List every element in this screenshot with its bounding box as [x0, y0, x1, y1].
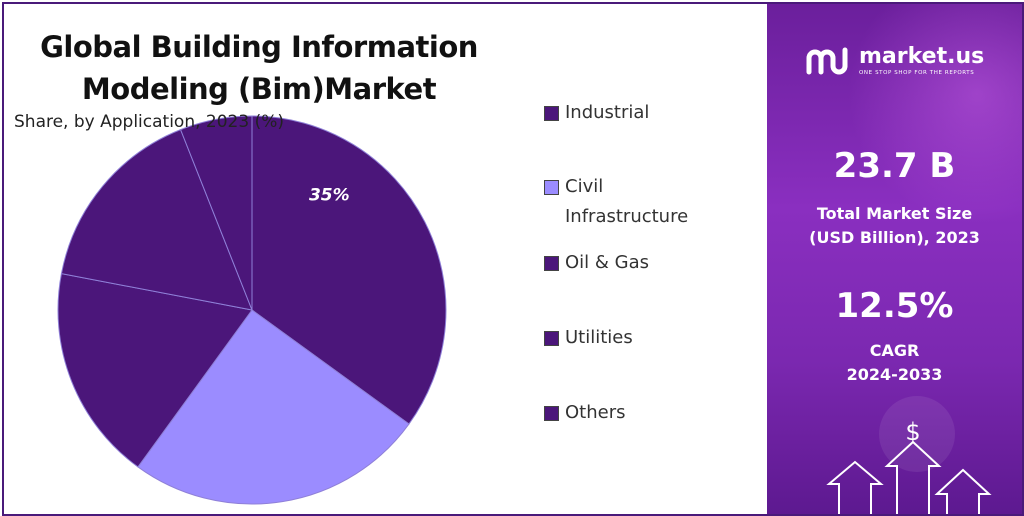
chart-subtitle: Share, by Application, 2023 (%)	[14, 112, 284, 132]
pie-slice-others	[179, 115, 253, 311]
pie-slice-utilities	[60, 128, 253, 311]
market-size-value: 23.7 B	[833, 146, 956, 186]
stats-panel: market.us ONE STOP SHOP FOR THE REPORTS …	[767, 4, 1022, 514]
legend-label-others: Others	[565, 402, 626, 423]
legend-label-industrial: Industrial	[565, 102, 650, 123]
legend-swatch-industrial	[544, 106, 559, 121]
cagr-value: 12.5%	[835, 286, 954, 326]
coin-circle	[879, 396, 955, 472]
cagr-label-1: CAGR	[869, 341, 920, 360]
cagr-label-2: 2024-2033	[846, 365, 943, 384]
legend-label-oil-gas: Oil & Gas	[565, 252, 650, 273]
legend-swatch-civil-infrastructure	[544, 180, 559, 195]
brand-text: market.us ONE STOP SHOP FOR THE REPORTS	[859, 45, 984, 77]
market-size-label-1: Total Market Size	[816, 204, 973, 223]
legend-item-civil-infrastructure: Civil Infrastructure	[544, 172, 715, 232]
legend-item-others: Others	[544, 398, 715, 428]
market-size-label-2: (USD Billion), 2023	[809, 228, 980, 247]
legend-swatch-others	[544, 406, 559, 421]
legend-item-oil-gas: Oil & Gas	[544, 248, 715, 278]
chart-panel: Global Building Information Modeling (Bi…	[4, 4, 767, 514]
pie-slice-oil-gas	[57, 273, 253, 468]
legend-item-industrial: Industrial	[544, 98, 715, 128]
legend-swatch-oil-gas	[544, 256, 559, 271]
chart-title-line-2: Modeling (Bim)Market	[81, 72, 437, 106]
legend-item-utilities: Utilities	[544, 323, 715, 353]
brand-name: market.us	[859, 44, 985, 69]
pie-data-label: 35%	[309, 186, 350, 206]
pie-chart: 35%	[57, 115, 447, 505]
growth-arrows-decoration: $	[826, 396, 992, 514]
dollar-icon: $	[905, 418, 920, 446]
legend-swatch-utilities	[544, 331, 559, 346]
brand-tagline: ONE STOP SHOP FOR THE REPORTS	[859, 70, 975, 76]
market-us-logo-icon	[806, 47, 848, 75]
arrow-up-icon	[934, 468, 992, 514]
legend-label-civil-infrastructure: Civil Infrastructure	[565, 176, 689, 227]
chart-title: Global Building Information Modeling (Bi…	[4, 26, 514, 110]
arrow-up-icon	[884, 440, 942, 514]
legend-label-utilities: Utilities	[565, 327, 633, 348]
arrow-up-icon	[826, 460, 884, 514]
brand: market.us ONE STOP SHOP FOR THE REPORTS	[805, 44, 984, 78]
panel-glow	[847, 4, 1022, 224]
pie-slice-civil-infrastructure	[137, 309, 410, 505]
chart-title-line-1: Global Building Information	[40, 30, 478, 64]
pie-slice-industrial	[251, 115, 447, 425]
